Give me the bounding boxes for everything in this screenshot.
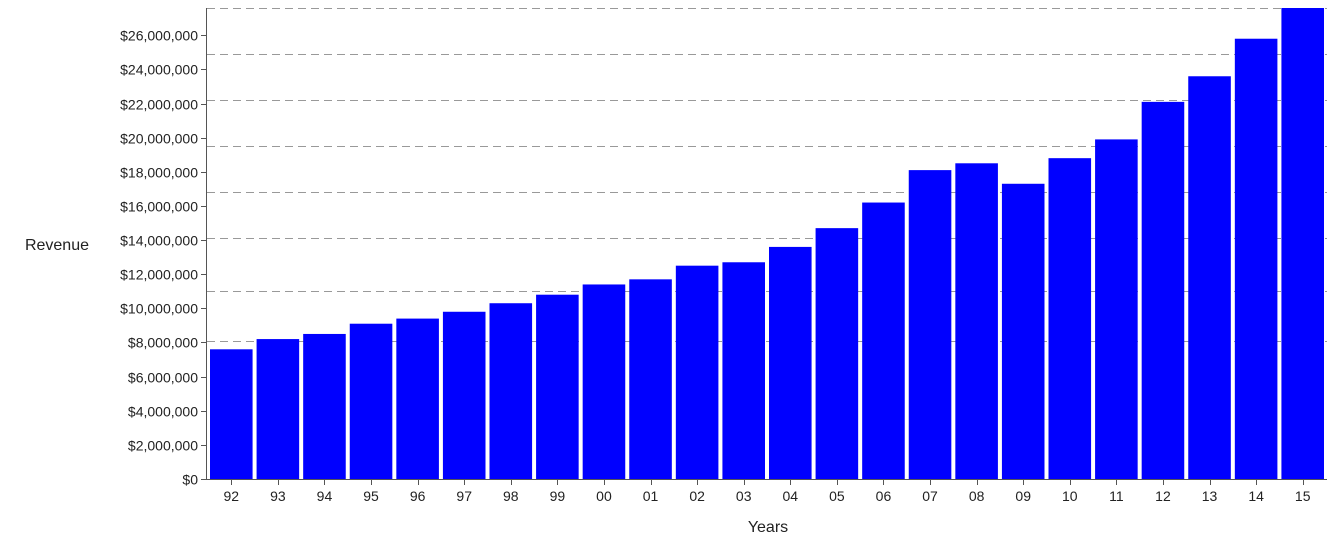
y-axis-ticks: $0 $2,000,000 $4,000,000 $6,000,000 $8,000,0… <box>120 28 206 488</box>
bar-02 <box>675 265 719 479</box>
y-tick-label: $10,000,000 <box>120 301 198 317</box>
bar-08 <box>955 163 998 480</box>
x-tick-label: 12 <box>1155 488 1171 504</box>
bar-00 <box>582 284 626 479</box>
y-tick-label: $16,000,000 <box>120 199 198 215</box>
y-tick-label: $22,000,000 <box>120 97 198 113</box>
bar-07 <box>908 170 952 479</box>
x-tick-label: 02 <box>689 488 705 504</box>
bar-94 <box>303 333 346 479</box>
x-tick-label: 94 <box>317 488 333 504</box>
bar-01 <box>629 279 672 479</box>
y-tick-label: $8,000,000 <box>128 335 198 351</box>
x-tick-label: 95 <box>363 488 379 504</box>
x-tick-label: 97 <box>456 488 472 504</box>
y-tick-label: $20,000,000 <box>120 131 198 147</box>
x-tick-label: 01 <box>643 488 659 504</box>
y-tick-label: $18,000,000 <box>120 165 198 181</box>
x-tick-label: 06 <box>876 488 892 504</box>
bar-11 <box>1095 139 1138 479</box>
bar-09 <box>1001 183 1045 479</box>
x-tick-label: 00 <box>596 488 612 504</box>
x-tick-label: 08 <box>969 488 985 504</box>
x-tick-label: 13 <box>1202 488 1218 504</box>
x-tick-label: 07 <box>922 488 938 504</box>
y-tick-label: $14,000,000 <box>120 233 198 249</box>
y-tick-label: $12,000,000 <box>120 267 198 283</box>
x-tick-label: 11 <box>1109 488 1124 504</box>
x-axis-title: Years <box>748 519 788 536</box>
bar-95 <box>349 323 393 479</box>
x-tick-label: 14 <box>1248 488 1264 504</box>
bar-15 <box>1281 8 1324 479</box>
x-tick-label: 96 <box>410 488 426 504</box>
y-tick-label: $4,000,000 <box>128 404 198 420</box>
bar-12 <box>1141 101 1185 480</box>
x-axis-ticks: 92 93 94 95 96 97 98 99 00 01 02 03 04 05 06 07 08 09 10 11… <box>224 480 1311 504</box>
bar-97 <box>442 311 486 479</box>
y-tick-label: $6,000,000 <box>128 370 198 386</box>
x-tick-label: 04 <box>783 488 799 504</box>
gridlines <box>207 8 1327 342</box>
bar-96 <box>396 318 439 479</box>
y-tick-label: $26,000,000 <box>120 28 198 44</box>
x-tick-label: 10 <box>1062 488 1078 504</box>
bar-93 <box>256 339 300 479</box>
bar-13 <box>1188 76 1231 479</box>
y-tick-label: $0 <box>182 472 198 488</box>
bar-10 <box>1048 158 1092 480</box>
bar-05 <box>815 228 859 479</box>
x-tick-label: 93 <box>270 488 286 504</box>
bar-14 <box>1234 38 1278 479</box>
bar-03 <box>722 262 765 479</box>
x-tick-label: 09 <box>1015 488 1031 504</box>
y-tick-label: $24,000,000 <box>120 62 198 78</box>
bar-06 <box>862 202 905 480</box>
x-tick-label: 92 <box>224 488 240 504</box>
x-tick-label: 98 <box>503 488 519 504</box>
bar-04 <box>769 246 812 479</box>
x-tick-label: 99 <box>550 488 566 504</box>
bar-98 <box>489 303 533 479</box>
x-tick-label: 15 <box>1295 488 1311 504</box>
bars <box>210 8 1324 480</box>
y-tick-label: $2,000,000 <box>128 438 198 454</box>
x-tick-label: 03 <box>736 488 752 504</box>
y-axis-title: Revenue <box>25 237 89 254</box>
x-tick-label: 05 <box>829 488 845 504</box>
bar-99 <box>536 294 579 479</box>
bar-92 <box>210 349 253 479</box>
